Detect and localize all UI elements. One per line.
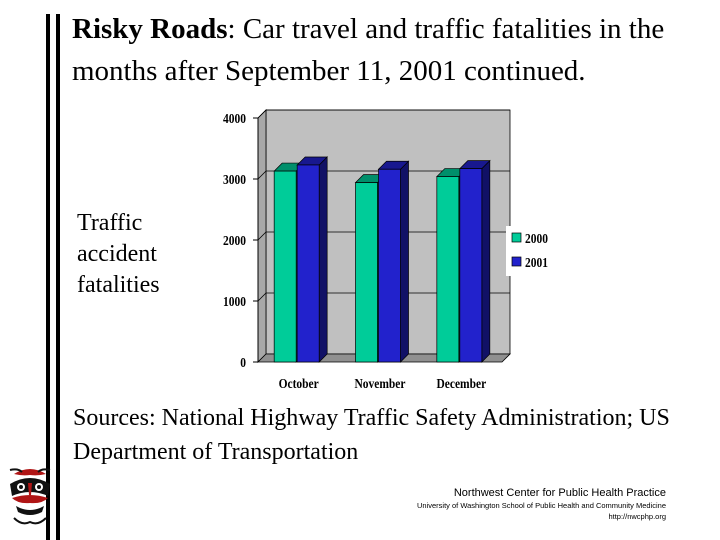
org-name: Northwest Center for Public Health Pract… [453, 487, 666, 499]
legend-swatch [511, 232, 522, 243]
y-tick-label: 1000 [223, 294, 246, 309]
gridline [257, 231, 510, 241]
side-label-line: Traffic [77, 210, 143, 236]
title-rest: : Car travel and traffic fatalities in t… [72, 13, 665, 87]
y-tick-label: 2000 [223, 233, 246, 248]
decorative-bar [46, 14, 50, 540]
side-label-line: fatalities [77, 272, 160, 298]
x-category-label: December [436, 376, 486, 391]
gridline [257, 292, 510, 302]
bar-side [318, 156, 328, 363]
org-url: http://nwcphp.org [608, 512, 666, 521]
legend-label: 2000 [525, 231, 548, 246]
bar [273, 170, 297, 363]
y-tick-label: 0 [240, 355, 246, 370]
decorative-bar [56, 14, 60, 540]
sources-text: Sources: National Highway Traffic Safety… [73, 405, 670, 465]
bar [378, 168, 401, 363]
bar [436, 176, 460, 363]
bar-side [481, 159, 491, 363]
chart-side-label: Traffic accident fatalities [77, 208, 207, 301]
bar [355, 182, 378, 363]
y-tick-label: 3000 [223, 172, 246, 187]
y-tick-label: 4000 [223, 111, 246, 126]
organization-credit: Northwest Center for Public Health Pract… [417, 486, 666, 522]
org-subtitle: University of Washington School of Publi… [416, 501, 666, 510]
side-label-line: accident [77, 241, 157, 267]
organization-logo [8, 466, 52, 535]
bar [296, 164, 320, 363]
legend-swatch [511, 256, 522, 267]
x-category-label: November [355, 376, 406, 391]
bar [459, 168, 483, 363]
x-category-label: October [279, 376, 319, 391]
title-bold: Risky Roads [72, 13, 228, 45]
gridline [257, 109, 510, 119]
bar-side [400, 160, 409, 363]
legend-label: 2001 [525, 255, 548, 270]
slide-title: Risky Roads: Car travel and traffic fata… [72, 8, 717, 92]
gridline [257, 170, 510, 180]
